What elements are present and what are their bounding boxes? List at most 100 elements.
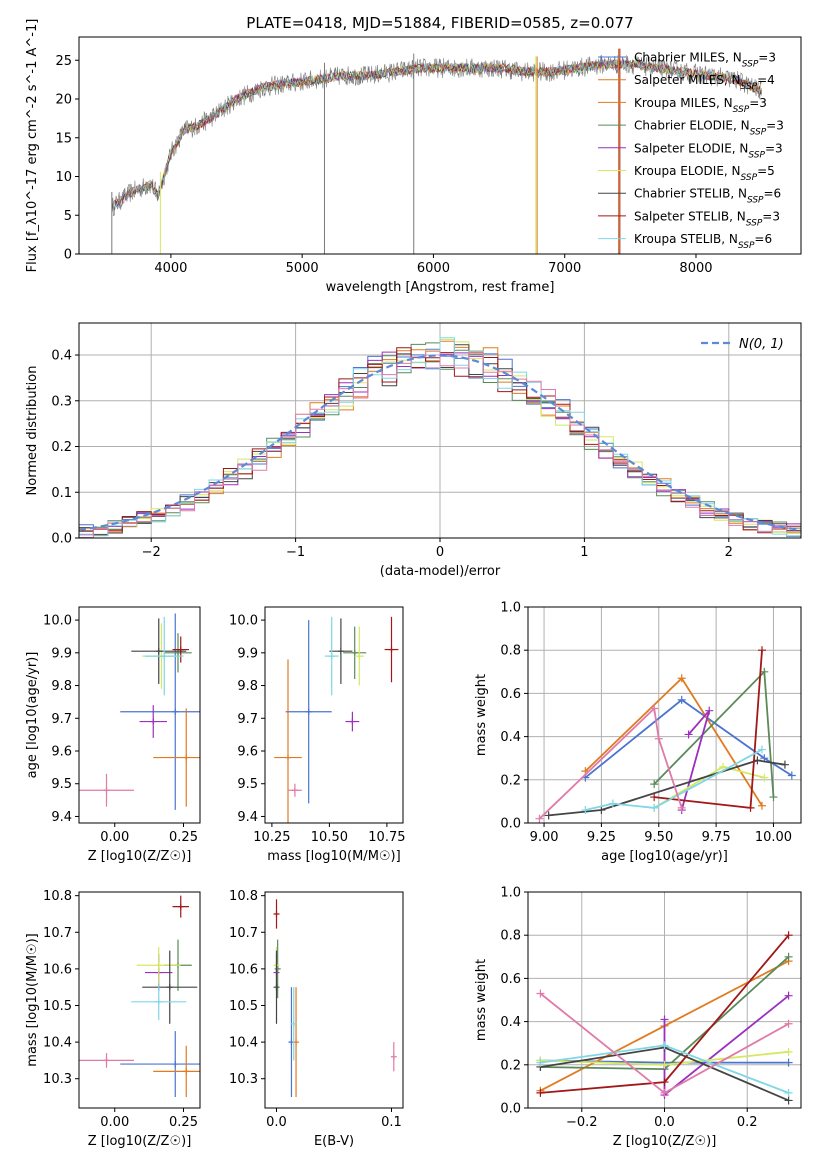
marker: [328, 653, 335, 660]
marker: [356, 653, 363, 660]
legend-label: Salpeter STELIB, NSSP=3: [634, 209, 780, 228]
x-tick-label: 9.00: [530, 830, 559, 845]
x-tick-label: 0.00: [100, 830, 129, 845]
axes-frame: [78, 322, 802, 539]
mass-weight-line: [680, 710, 711, 811]
x-tick-label: −2: [142, 545, 161, 560]
x-tick-label: 0.00: [100, 1115, 129, 1130]
marker: [719, 762, 727, 771]
y-tick-label: 5: [64, 209, 72, 224]
x-tick-label: 9.25: [587, 830, 616, 845]
marker: [155, 648, 162, 655]
marker: [784, 1047, 793, 1056]
marker: [103, 1057, 110, 1064]
y-tick-label: 0.4: [51, 349, 72, 364]
marker: [660, 1088, 669, 1097]
y-tick-label: 0.1: [51, 486, 72, 501]
marker: [535, 814, 544, 823]
y-tick-label: 9.7: [237, 712, 258, 727]
legend-label: Chabrier ELODIE, NSSP=3: [634, 119, 784, 138]
marker: [660, 1060, 669, 1069]
y-tick-label: 0.8: [500, 929, 521, 944]
legend-label: Salpeter ELODIE, NSSP=3: [634, 141, 783, 160]
marker: [349, 718, 356, 725]
y-tick-label: 0.6: [500, 687, 521, 702]
marker: [677, 695, 686, 704]
marker: [172, 1061, 179, 1068]
marker: [608, 799, 617, 808]
panel-4: 9.00 9.25 9.50 9.75 10.00 0.0 0.2 0.4 0.6 0.8 1.0 a…: [474, 601, 802, 864]
y-tick-label: 10.5: [43, 999, 72, 1014]
x-tick-label: 0.0: [266, 1115, 287, 1130]
marker: [769, 793, 778, 802]
x-tick-label: 4000: [154, 261, 187, 276]
y-tick-label: 10.8: [229, 889, 258, 904]
panel-3: 10.25 10.50 10.75 9.4 9.5 9.6 9.7 9.8 9.9 10.0 mas…: [229, 606, 406, 864]
marker: [660, 1041, 669, 1050]
legend-label: N(0, 1): [739, 337, 784, 352]
marker: [177, 646, 184, 653]
axes-frame: [264, 891, 404, 1109]
plot-area: [111, 48, 762, 254]
marker: [677, 674, 686, 683]
y-tick-label: 10.3: [43, 1072, 72, 1087]
x-tick-label: 0.1: [381, 1115, 402, 1130]
marker: [183, 1068, 190, 1075]
axes-frame: [78, 36, 802, 255]
x-axis-label: Z [log10(Z/Z☉)]: [88, 1134, 192, 1149]
marker: [390, 1053, 397, 1060]
x-tick-label: 0: [436, 545, 444, 560]
marker: [597, 806, 606, 815]
marker: [103, 787, 110, 794]
marker: [784, 1088, 793, 1097]
y-tick-label: 0.0: [500, 817, 521, 832]
marker: [684, 730, 693, 739]
marker: [784, 952, 793, 961]
x-tick-label: 1: [580, 545, 588, 560]
x-tick-label: 10.50: [311, 830, 348, 845]
figure-title: PLATE=0418, MJD=51884, FIBERID=0585, z=0…: [246, 14, 633, 32]
y-tick-label: 25: [55, 54, 72, 69]
marker: [274, 965, 281, 972]
x-axis-label: Z [log10(Z/Z☉)]: [613, 1134, 717, 1149]
marker: [660, 1078, 669, 1087]
marker: [536, 1058, 545, 1067]
plot-area: [79, 613, 200, 810]
x-tick-label: 9.75: [702, 830, 731, 845]
x-tick-label: 2: [725, 545, 733, 560]
y-tick-label: 9.7: [51, 712, 72, 727]
panel-1: −2 −1 0 1 2 0.0 0.1 0.2 0.3 0.4 (data-model)/error…: [25, 322, 802, 579]
x-axis-label: Z [log10(Z/Z☉)]: [88, 849, 192, 864]
marker: [150, 718, 157, 725]
y-tick-label: 9.8: [51, 679, 72, 694]
marker: [654, 734, 663, 743]
marker: [784, 1096, 793, 1105]
mass-weight-line: [538, 706, 683, 820]
y-tick-label: 15: [55, 131, 72, 146]
axes-frame: [527, 606, 802, 824]
marker: [536, 1088, 545, 1097]
model-spectrum-line: [111, 59, 762, 213]
mass-weight-line: [548, 759, 786, 817]
y-tick-label: 0.2: [500, 1058, 521, 1073]
x-tick-label: 10.00: [755, 830, 792, 845]
plot-area: [79, 895, 200, 1098]
axes-frame: [264, 606, 404, 824]
y-tick-label: 9.4: [51, 810, 72, 825]
y-tick-label: 9.6: [51, 745, 72, 760]
y-axis-label: mass [log10(M/M☉)]: [25, 933, 40, 1066]
marker: [746, 803, 755, 812]
panel-7: −0.2 0.0 0.2 0.0 0.2 0.4 0.6 0.8 1.0 Z [log10(Z/Z…: [474, 886, 802, 1149]
y-tick-label: 9.5: [237, 777, 258, 792]
y-tick-label: 10.7: [229, 926, 258, 941]
y-tick-label: 10.4: [229, 1036, 258, 1051]
y-tick-label: 10.5: [229, 999, 258, 1014]
marker: [183, 754, 190, 761]
marker: [155, 998, 162, 1005]
x-axis-label: age [log10(age/yr)]: [601, 849, 728, 864]
marker: [650, 780, 659, 789]
y-tick-label: 9.5: [51, 777, 72, 792]
marker: [780, 760, 789, 769]
marker: [177, 903, 184, 910]
